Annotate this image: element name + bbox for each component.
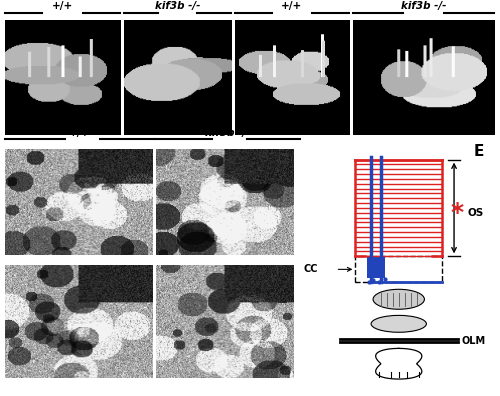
Text: *: * bbox=[198, 310, 210, 329]
Text: kif3b -/-: kif3b -/- bbox=[155, 2, 200, 11]
Text: +/+: +/+ bbox=[70, 128, 90, 138]
Text: B': B' bbox=[471, 23, 484, 36]
Text: A: A bbox=[98, 23, 108, 36]
Text: CC: CC bbox=[304, 265, 318, 274]
Text: C': C' bbox=[270, 153, 283, 166]
Text: OLM: OLM bbox=[462, 335, 486, 346]
Bar bbox=[356, 256, 442, 282]
Text: A': A' bbox=[212, 23, 226, 36]
Text: *: * bbox=[36, 317, 48, 337]
Text: B: B bbox=[328, 23, 338, 36]
Text: *: * bbox=[44, 190, 55, 210]
Text: D': D' bbox=[270, 270, 284, 283]
Ellipse shape bbox=[373, 289, 424, 309]
Text: D: D bbox=[130, 270, 140, 283]
Text: C: C bbox=[130, 153, 140, 166]
Text: kif3b -/-: kif3b -/- bbox=[401, 2, 446, 11]
Text: *: * bbox=[450, 201, 463, 225]
Text: +/+: +/+ bbox=[52, 2, 73, 11]
Text: kif3b -/-: kif3b -/- bbox=[205, 128, 250, 138]
Text: OS: OS bbox=[468, 208, 484, 218]
Text: E: E bbox=[474, 144, 484, 159]
Bar bbox=[367, 256, 385, 278]
Ellipse shape bbox=[371, 315, 426, 332]
Text: +/+: +/+ bbox=[282, 2, 302, 11]
